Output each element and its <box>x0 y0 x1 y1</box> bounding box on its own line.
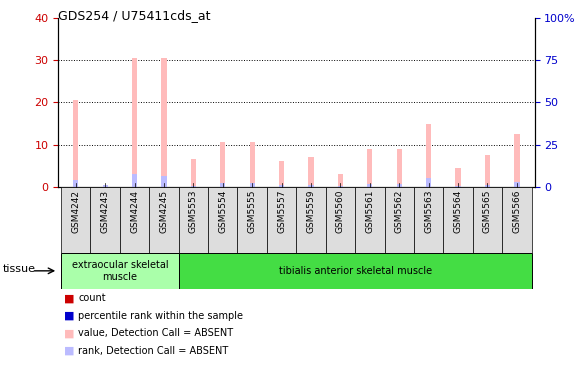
Bar <box>397 184 402 187</box>
Bar <box>456 168 461 187</box>
Bar <box>250 142 255 187</box>
Bar <box>132 174 137 187</box>
Text: GSM5555: GSM5555 <box>248 190 257 234</box>
Bar <box>309 157 314 187</box>
Text: ■: ■ <box>64 328 74 339</box>
Text: GSM5557: GSM5557 <box>277 190 286 234</box>
Bar <box>367 149 372 187</box>
Bar <box>485 155 490 187</box>
Text: ■: ■ <box>64 293 74 303</box>
Bar <box>309 185 314 187</box>
Text: GSM5554: GSM5554 <box>218 190 227 234</box>
Text: GSM5563: GSM5563 <box>424 190 433 234</box>
Bar <box>220 183 225 187</box>
FancyBboxPatch shape <box>61 187 91 253</box>
FancyBboxPatch shape <box>326 187 355 253</box>
FancyBboxPatch shape <box>91 187 120 253</box>
Bar <box>338 174 343 187</box>
Text: GSM5566: GSM5566 <box>512 190 521 234</box>
Text: percentile rank within the sample: percentile rank within the sample <box>78 311 243 321</box>
Bar <box>426 124 431 187</box>
Text: GSM5553: GSM5553 <box>189 190 198 234</box>
Text: GSM4242: GSM4242 <box>71 190 80 233</box>
FancyBboxPatch shape <box>208 187 238 253</box>
Bar <box>279 161 284 187</box>
Bar <box>102 184 108 187</box>
Text: GSM4245: GSM4245 <box>159 190 168 233</box>
Text: value, Detection Call = ABSENT: value, Detection Call = ABSENT <box>78 328 234 339</box>
FancyBboxPatch shape <box>267 187 296 253</box>
Bar <box>426 178 431 187</box>
Text: GSM5559: GSM5559 <box>307 190 315 234</box>
Bar <box>162 58 167 187</box>
Text: count: count <box>78 293 106 303</box>
FancyBboxPatch shape <box>385 187 414 253</box>
Bar <box>514 134 519 187</box>
Bar <box>367 184 372 187</box>
Bar <box>456 186 461 187</box>
Text: rank, Detection Call = ABSENT: rank, Detection Call = ABSENT <box>78 346 229 356</box>
FancyBboxPatch shape <box>61 253 179 289</box>
Text: ■: ■ <box>64 346 74 356</box>
FancyBboxPatch shape <box>238 187 267 253</box>
Text: GSM5565: GSM5565 <box>483 190 492 234</box>
Text: GSM4243: GSM4243 <box>101 190 110 233</box>
FancyBboxPatch shape <box>443 187 473 253</box>
FancyBboxPatch shape <box>502 187 532 253</box>
Text: GSM4244: GSM4244 <box>130 190 139 233</box>
Bar <box>73 180 78 187</box>
Bar <box>514 182 519 187</box>
Bar <box>191 186 196 187</box>
Text: tissue: tissue <box>3 264 36 274</box>
Bar <box>338 186 343 187</box>
Text: GSM5562: GSM5562 <box>394 190 404 234</box>
FancyBboxPatch shape <box>149 187 179 253</box>
FancyBboxPatch shape <box>179 253 532 289</box>
Text: ■: ■ <box>64 311 74 321</box>
Text: tibialis anterior skeletal muscle: tibialis anterior skeletal muscle <box>278 266 432 276</box>
FancyBboxPatch shape <box>179 187 208 253</box>
FancyBboxPatch shape <box>296 187 326 253</box>
Bar <box>397 149 402 187</box>
FancyBboxPatch shape <box>473 187 502 253</box>
Bar <box>73 100 78 187</box>
Bar <box>191 159 196 187</box>
Text: GSM5561: GSM5561 <box>365 190 374 234</box>
Bar <box>132 58 137 187</box>
Bar <box>485 184 490 187</box>
Bar <box>279 186 284 187</box>
Text: GSM5560: GSM5560 <box>336 190 345 234</box>
Bar <box>102 186 108 187</box>
FancyBboxPatch shape <box>355 187 385 253</box>
Text: extraocular skeletal
muscle: extraocular skeletal muscle <box>71 260 168 282</box>
Bar <box>162 176 167 187</box>
Bar <box>220 142 225 187</box>
FancyBboxPatch shape <box>414 187 443 253</box>
Text: GSM5564: GSM5564 <box>454 190 462 234</box>
Bar <box>250 183 255 187</box>
FancyBboxPatch shape <box>120 187 149 253</box>
Text: GDS254 / U75411cds_at: GDS254 / U75411cds_at <box>58 9 210 22</box>
